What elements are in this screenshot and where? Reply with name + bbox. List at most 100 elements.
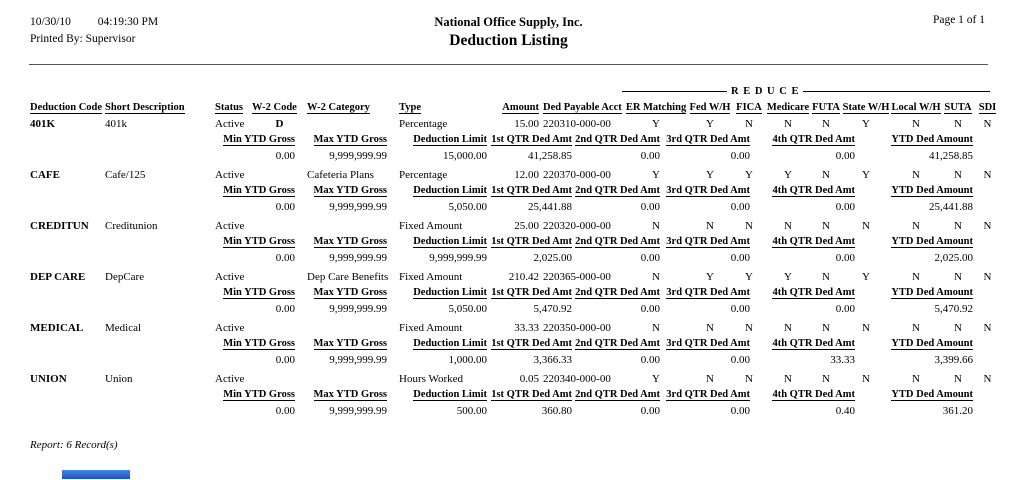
cell-short-description: Cafe/125 xyxy=(105,169,146,181)
cell-w2-code xyxy=(252,371,307,387)
group-rule-line xyxy=(803,91,990,92)
cell-flag-fica: Y xyxy=(745,271,753,283)
cell-type: Hours Worked xyxy=(399,373,463,385)
sub-header-min-ytd-gross: Min YTD Gross xyxy=(223,236,295,248)
sub-header-qtr2-ded-amt: 2nd QTR Ded Amt xyxy=(575,389,660,401)
cell-flag-er-matching: N xyxy=(652,322,660,334)
cell-w2-code: D xyxy=(275,118,284,130)
cell-flag-fed-wh: N xyxy=(706,322,714,334)
cell-flag-futa: N xyxy=(822,271,830,283)
cell-deduction-limit: 5,050.00 xyxy=(448,201,488,213)
cell-ytd-ded-amount: 41,258.85 xyxy=(929,150,973,162)
cell-amount: 12.00 xyxy=(514,169,539,181)
cell-ytd-ded-amount: 5,470.92 xyxy=(934,303,974,315)
sub-spacer xyxy=(30,301,215,317)
cell-type: Percentage xyxy=(399,169,448,181)
cell-flag-state-wh: N xyxy=(862,220,870,232)
col-header-deduction-code: Deduction Code xyxy=(30,102,103,114)
record-main-line: DEP CARE DepCare Active Dep Care Benefit… xyxy=(0,269,1017,285)
sub-header-max-ytd-gross: Max YTD Gross xyxy=(313,236,387,248)
cell-max-ytd-gross: 9,999,999.99 xyxy=(329,201,387,213)
cell-short-description: Creditunion xyxy=(105,220,158,232)
cell-qtr1-ded-amt: 41,258.85 xyxy=(528,150,572,162)
cell-qtr4-ded-amt: 0.00 xyxy=(835,252,855,264)
cell-min-ytd-gross: 0.00 xyxy=(275,354,295,366)
col-header-w2-code: W-2 Code xyxy=(252,102,297,114)
cell-flag-state-wh: N xyxy=(862,373,870,385)
cell-ytd-ded-amount: 25,441.88 xyxy=(929,201,973,213)
cell-deduction-code: UNION xyxy=(30,373,67,385)
sub-header-qtr4-ded-amt: 4th QTR Ded Amt xyxy=(772,389,855,401)
cell-status: Active xyxy=(215,373,245,385)
cell-flag-suta: N xyxy=(954,220,962,232)
sub-header-qtr4-ded-amt: 4th QTR Ded Amt xyxy=(772,236,855,248)
sub-spacer xyxy=(30,250,215,266)
cell-type: Fixed Amount xyxy=(399,271,463,283)
sub-header-qtr1-ded-amt: 1st QTR Ded Amt xyxy=(491,185,572,197)
cell-flag-medicare: N xyxy=(784,373,792,385)
cell-qtr2-ded-amt: 0.00 xyxy=(640,354,660,366)
col-header-amount: Amount xyxy=(502,102,539,114)
cell-flag-medicare: Y xyxy=(784,271,792,283)
sub-spacer xyxy=(30,387,215,403)
cell-flag-fed-wh: Y xyxy=(706,271,714,283)
cell-deduction-code: DEP CARE xyxy=(30,271,86,283)
deduction-record: CAFE Cafe/125 Active Cafeteria Plans Per… xyxy=(0,167,1017,215)
sub-header-qtr3-ded-amt: 3rd QTR Ded Amt xyxy=(666,287,750,299)
sub-header-deduction-limit: Deduction Limit xyxy=(413,134,487,146)
record-main-line: MEDICAL Medical Active Fixed Amount 33.3… xyxy=(0,320,1017,336)
cell-w2-category xyxy=(307,320,399,336)
report-titles: National Office Supply, Inc. Deduction L… xyxy=(0,14,1017,51)
cell-flag-fed-wh: Y xyxy=(706,169,714,181)
cell-qtr2-ded-amt: 0.00 xyxy=(640,303,660,315)
record-sub-header-line: Min YTD Gross Max YTD Gross Deduction Li… xyxy=(0,285,1017,301)
cell-ded-payable-acct: 220365-000-00 xyxy=(543,271,611,283)
cell-ytd-ded-amount: 3,399.66 xyxy=(934,354,974,366)
sub-header-max-ytd-gross: Max YTD Gross xyxy=(313,338,387,350)
col-header-w2-category: W-2 Category xyxy=(307,102,370,114)
report-header: 10/30/10 04:19:30 PM Printed By: Supervi… xyxy=(0,0,1017,60)
cell-flag-local-wh: N xyxy=(912,322,920,334)
records-list: 401K 401k Active D Percentage 15.00 2203… xyxy=(0,116,1017,419)
cell-flag-state-wh: Y xyxy=(862,169,870,181)
cell-qtr2-ded-amt: 0.00 xyxy=(640,201,660,213)
cell-w2-category xyxy=(307,116,399,132)
cell-min-ytd-gross: 0.00 xyxy=(275,303,295,315)
bottom-blue-bar xyxy=(62,470,130,479)
sub-header-qtr2-ded-amt: 2nd QTR Ded Amt xyxy=(575,236,660,248)
cell-qtr1-ded-amt: 2,025.00 xyxy=(533,252,573,264)
column-header-row: Deduction Code Short Description Status … xyxy=(0,100,1017,116)
cell-qtr3-ded-amt: 0.00 xyxy=(730,201,750,213)
sub-header-ytd-ded-amount: YTD Ded Amount xyxy=(891,134,973,146)
company-name: National Office Supply, Inc. xyxy=(434,15,583,29)
cell-min-ytd-gross: 0.00 xyxy=(275,150,295,162)
sub-header-qtr1-ded-amt: 1st QTR Ded Amt xyxy=(491,338,572,350)
sub-header-qtr4-ded-amt: 4th QTR Ded Amt xyxy=(772,287,855,299)
cell-w2-category xyxy=(307,371,399,387)
report-title: Deduction Listing xyxy=(449,32,568,49)
cell-flag-medicare: N xyxy=(784,118,792,130)
record-sub-value-line: 0.00 9,999,999.99 15,000.00 41,258.85 0.… xyxy=(0,148,1017,164)
cell-flag-futa: N xyxy=(822,373,830,385)
col-header-type: Type xyxy=(399,102,421,114)
cell-flag-suta: N xyxy=(954,169,962,181)
cell-qtr3-ded-amt: 0.00 xyxy=(730,303,750,315)
cell-flag-fed-wh: N xyxy=(706,220,714,232)
cell-amount: 33.33 xyxy=(514,322,539,334)
cell-deduction-limit: 1,000.00 xyxy=(448,354,488,366)
deduction-record: 401K 401k Active D Percentage 15.00 2203… xyxy=(0,116,1017,164)
record-count: Report: 6 Record(s) xyxy=(30,439,118,451)
cell-qtr4-ded-amt: 0.00 xyxy=(835,201,855,213)
record-sub-header-line: Min YTD Gross Max YTD Gross Deduction Li… xyxy=(0,132,1017,148)
cell-status: Active xyxy=(215,118,245,130)
cell-min-ytd-gross: 0.00 xyxy=(275,405,295,417)
sub-header-qtr2-ded-amt: 2nd QTR Ded Amt xyxy=(575,185,660,197)
cell-flag-fica: N xyxy=(745,373,753,385)
page-indicator: Page 1 of 1 xyxy=(932,14,985,26)
record-sub-header-line: Min YTD Gross Max YTD Gross Deduction Li… xyxy=(0,387,1017,403)
deduction-record: MEDICAL Medical Active Fixed Amount 33.3… xyxy=(0,320,1017,368)
cell-status: Active xyxy=(215,322,245,334)
cell-flag-sdi: N xyxy=(983,220,992,232)
col-header-er-matching: ER Matching xyxy=(625,102,687,114)
